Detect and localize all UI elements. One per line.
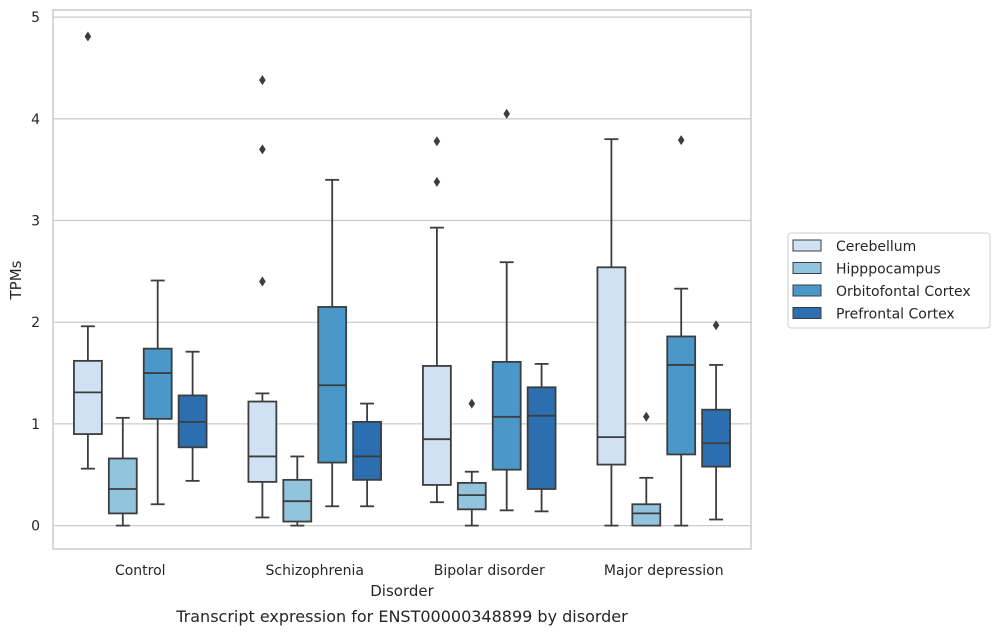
y-tick-label: 0 xyxy=(31,519,40,535)
y-axis-label: TPMs xyxy=(7,260,25,300)
chart-caption: Transcript expression for ENST0000034889… xyxy=(175,607,628,626)
outlier-point xyxy=(259,144,266,155)
box-3-2 xyxy=(666,135,697,527)
x-tick-label: Control xyxy=(115,563,166,579)
outlier-point xyxy=(259,276,266,287)
outlier-point xyxy=(643,411,650,422)
legend-label: Hipppocampus xyxy=(836,262,941,278)
box-2-3 xyxy=(526,363,557,513)
box-3-0 xyxy=(596,138,627,527)
y-tick-label: 1 xyxy=(31,417,40,433)
box-0-0 xyxy=(73,31,103,470)
box-2-2 xyxy=(491,108,522,512)
box-body xyxy=(352,420,382,481)
box-1-2 xyxy=(317,178,348,508)
legend: Cerebellum Hipppocampus Orbitofontal Corte… xyxy=(787,232,991,329)
box-1-3 xyxy=(352,402,382,508)
boxes xyxy=(73,31,731,527)
box-body xyxy=(526,386,557,490)
legend-label: Cerebellum xyxy=(836,239,916,255)
legend-swatch xyxy=(792,262,822,274)
outlier-point xyxy=(712,320,720,331)
outlier-point xyxy=(433,176,441,187)
box-1-1 xyxy=(282,455,313,527)
box-body xyxy=(422,365,452,486)
legend-label: Prefrontal Cortex xyxy=(836,307,955,323)
y-axis-ticks: 0 1 2 3 4 5 xyxy=(31,10,40,534)
outlier-point xyxy=(503,108,510,119)
box-body xyxy=(631,503,662,527)
box-body xyxy=(456,481,487,511)
box-3-1 xyxy=(631,411,662,527)
box-0-1 xyxy=(107,416,138,527)
box-body xyxy=(73,359,103,435)
outlier-point xyxy=(677,135,685,146)
y-tick-label: 3 xyxy=(31,214,40,230)
legend-swatch xyxy=(792,284,822,297)
x-tick-label: Schizophrenia xyxy=(266,563,364,579)
outlier-point xyxy=(468,398,476,409)
box-3-3 xyxy=(701,320,731,521)
box-body xyxy=(491,360,522,471)
y-tick-label: 5 xyxy=(31,10,40,26)
box-body xyxy=(107,457,138,515)
x-tick-label: Bipolar disorder xyxy=(434,563,545,579)
x-tick-label: Major depression xyxy=(604,563,724,579)
legend-swatch xyxy=(792,307,822,319)
legend-frame xyxy=(787,232,991,329)
legend-label: Orbitofontal Cortex xyxy=(836,284,971,300)
legend-swatch xyxy=(792,239,822,252)
x-axis-ticks: Control Schizophrenia Bipolar disorder Majo… xyxy=(115,563,724,579)
box-body xyxy=(701,408,731,468)
box-body xyxy=(666,335,697,456)
outlier-point xyxy=(433,136,441,147)
outlier-point xyxy=(259,75,266,86)
x-axis-label: Disorder xyxy=(370,582,434,600)
box-body xyxy=(247,400,278,483)
plot-frame xyxy=(52,9,752,550)
y-tick-label: 2 xyxy=(31,315,40,331)
box-2-0 xyxy=(422,136,452,504)
y-tick-label: 4 xyxy=(31,112,40,128)
box-0-2 xyxy=(142,279,173,506)
box-body xyxy=(596,266,627,466)
box-1-0 xyxy=(247,75,278,519)
box-0-3 xyxy=(177,350,208,482)
outlier-point xyxy=(84,31,92,42)
box-body xyxy=(142,347,173,420)
box-2-1 xyxy=(456,398,487,527)
